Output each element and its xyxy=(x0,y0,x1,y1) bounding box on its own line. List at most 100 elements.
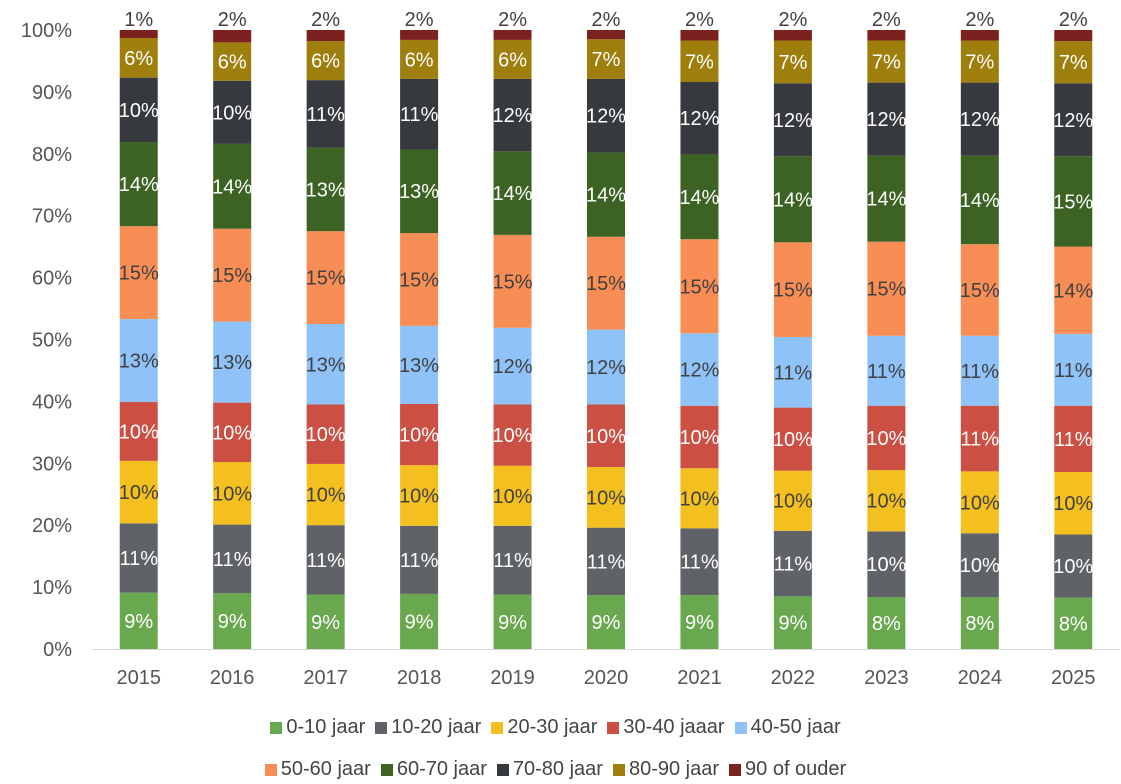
data-label: 10% xyxy=(773,491,813,513)
data-label: 11% xyxy=(680,552,719,574)
bar-segment xyxy=(773,83,812,157)
data-label: 11% xyxy=(867,361,906,383)
x-tick-label: 2015 xyxy=(116,667,161,689)
x-tick-label: 2020 xyxy=(584,667,629,689)
bar-segment xyxy=(119,460,158,524)
legend-label: 20-30 jaar xyxy=(507,716,598,738)
x-tick-label: 2017 xyxy=(303,667,348,689)
data-label: 14% xyxy=(493,183,533,205)
y-tick-label: 30% xyxy=(32,453,72,475)
bar-segment xyxy=(119,142,158,227)
data-label: 15% xyxy=(1053,191,1093,213)
bar-segment xyxy=(493,234,532,328)
bar-segment xyxy=(587,404,625,468)
legend-label: 30-40 jaaar xyxy=(623,716,725,738)
data-label: 2% xyxy=(685,9,714,31)
bar-segment xyxy=(587,595,625,649)
data-label: 10% xyxy=(119,100,159,122)
data-label: 13% xyxy=(306,179,346,201)
data-label: 2% xyxy=(218,9,247,31)
bar-segment xyxy=(306,30,345,42)
bar-segment xyxy=(680,595,719,649)
data-label: 10% xyxy=(866,554,906,576)
bar-segment xyxy=(493,525,532,595)
bar-segment xyxy=(1054,156,1093,247)
y-tick-label: 50% xyxy=(32,330,72,352)
bar-segment xyxy=(867,405,906,471)
bar-segment xyxy=(1054,471,1093,535)
legend-swatch xyxy=(496,763,509,776)
legend-row-1: 0-10 jaar 10-20 jaar 20-30 jaar 30-40 jaaar… xyxy=(0,716,1121,739)
bar-segment xyxy=(680,154,719,240)
bar-segment xyxy=(213,524,252,594)
legend-item: 40-50 jaar xyxy=(734,716,841,739)
bar-segment xyxy=(493,151,532,235)
bar-segment xyxy=(119,523,158,593)
bar-segment xyxy=(213,80,252,144)
bar-segment xyxy=(493,594,532,649)
data-label: 9% xyxy=(405,611,434,633)
bar-segment xyxy=(773,596,812,649)
bar-segment xyxy=(773,470,812,531)
bar-segment xyxy=(960,335,999,406)
legend-item: 30-40 jaaar xyxy=(607,716,725,739)
bar-segment xyxy=(867,40,906,83)
bar-segment xyxy=(960,597,999,649)
data-label: 10% xyxy=(212,483,252,505)
bar-segment xyxy=(680,333,719,406)
legend-swatch xyxy=(380,763,393,776)
data-label: 10% xyxy=(773,429,813,451)
data-label: 6% xyxy=(124,48,153,70)
bar-segment xyxy=(587,527,625,596)
data-label: 14% xyxy=(773,189,813,211)
data-label: 14% xyxy=(866,189,906,211)
bar-segment xyxy=(306,463,345,526)
bar-segment xyxy=(587,467,625,528)
bar-segment xyxy=(680,30,719,41)
y-tick-label: 90% xyxy=(32,82,72,104)
legend-item: 60-70 jaar xyxy=(380,758,487,781)
bar-segment xyxy=(587,329,625,405)
bar-segment xyxy=(493,30,532,40)
bar-segment xyxy=(867,470,906,532)
data-label: 10% xyxy=(119,421,159,443)
data-label: 14% xyxy=(119,174,159,196)
data-label: 10% xyxy=(1053,556,1093,578)
bar-segment xyxy=(867,597,906,649)
bar-segment xyxy=(213,593,252,649)
data-label: 10% xyxy=(586,426,626,448)
data-label: 15% xyxy=(679,276,719,298)
data-label: 2% xyxy=(498,9,527,31)
bar-segment xyxy=(119,226,158,320)
bar-segment xyxy=(1054,405,1093,472)
legend-label: 70-80 jaar xyxy=(512,758,603,780)
legend-swatch xyxy=(729,763,742,776)
data-label: 13% xyxy=(212,352,252,374)
data-label: 6% xyxy=(405,49,434,71)
data-label: 2% xyxy=(872,9,901,31)
bar-segment xyxy=(493,465,532,526)
bar-segment xyxy=(213,462,252,525)
bar-segment xyxy=(587,78,625,153)
data-label: 12% xyxy=(773,110,813,132)
data-label: 10% xyxy=(119,482,159,504)
bar-segment xyxy=(306,404,345,464)
data-label: 15% xyxy=(493,271,533,293)
data-label: 14% xyxy=(679,187,719,209)
legend-label: 0-10 jaar xyxy=(286,716,366,738)
legend-swatch xyxy=(264,763,277,776)
legend-swatch xyxy=(491,721,504,734)
data-label: 11% xyxy=(961,429,1000,451)
data-label: 10% xyxy=(493,486,533,508)
bar-segment xyxy=(400,233,439,326)
bar-segment xyxy=(306,147,345,232)
data-label: 9% xyxy=(311,612,340,634)
legend-label: 60-70 jaar xyxy=(396,758,487,780)
data-label: 9% xyxy=(685,612,714,634)
bar-segment xyxy=(400,30,439,40)
bar-segment xyxy=(1054,597,1093,649)
bar-segment xyxy=(680,239,719,334)
data-label: 7% xyxy=(872,52,901,74)
data-label: 12% xyxy=(960,109,1000,131)
x-tick-label: 2022 xyxy=(771,667,816,689)
